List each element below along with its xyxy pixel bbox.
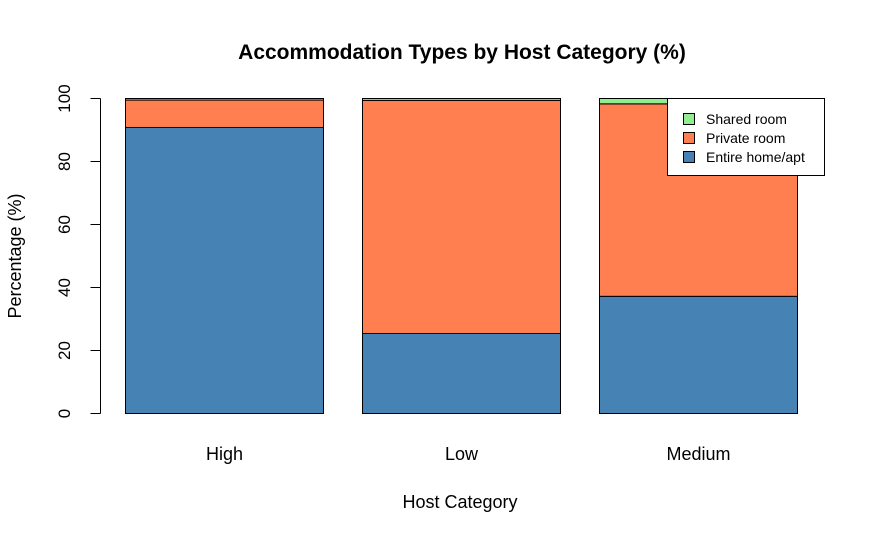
legend-label-entire-home-apt: Entire home/apt — [706, 149, 805, 165]
x-tick-label-medium: Medium — [666, 444, 730, 464]
legend-swatch-shared-room — [683, 113, 695, 125]
y-tick-label: 0 — [55, 409, 74, 418]
bar-segment-shared-room-low — [362, 98, 561, 101]
legend: Shared room Private room Entire home/apt — [667, 98, 825, 176]
bar-segment-entire-home-apt-high — [125, 126, 324, 414]
y-tick-label: 100 — [55, 84, 74, 112]
x-axis-label: Host Category — [402, 492, 517, 512]
y-axis-label: Percentage (%) — [5, 193, 25, 318]
bar-segment-entire-home-apt-low — [362, 332, 561, 414]
y-tick-label: 40 — [55, 278, 74, 297]
x-tick-label-low: Low — [445, 444, 479, 464]
legend-swatch-entire-home-apt — [683, 151, 695, 163]
legend-label-shared-room: Shared room — [706, 111, 787, 127]
y-axis: 0 20 40 60 80 100 — [55, 84, 101, 418]
bar-segment-shared-room-high — [125, 98, 324, 101]
legend-swatch-private-room — [683, 132, 695, 144]
legend-label-private-room: Private room — [706, 130, 785, 146]
y-tick-label: 80 — [55, 152, 74, 171]
bar-segment-private-room-low — [362, 99, 561, 334]
bar-segment-entire-home-apt-medium — [599, 295, 798, 415]
bars — [125, 98, 798, 415]
chart-title: Accommodation Types by Host Category (%) — [238, 41, 686, 64]
x-tick-label-high: High — [206, 444, 243, 464]
bar-segment-private-room-high — [125, 99, 324, 128]
y-tick-label: 20 — [55, 341, 74, 360]
y-tick-label: 60 — [55, 215, 74, 234]
x-axis-tick-labels: High Low Medium — [206, 444, 731, 464]
